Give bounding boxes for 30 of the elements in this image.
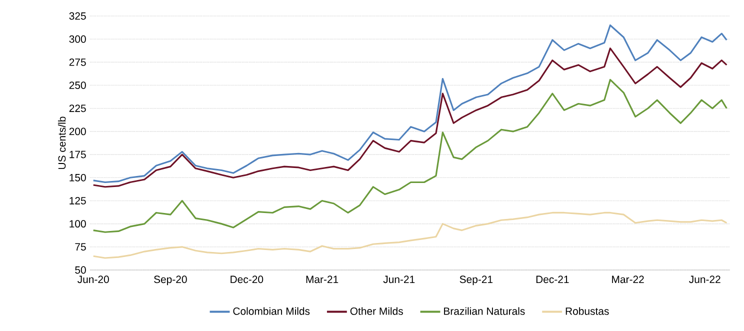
y-tick-label: 200 [69, 128, 86, 136]
y-tick-label: 75 [75, 243, 86, 251]
y-tick-label: 175 [70, 150, 86, 158]
legend-label: Colombian Milds [233, 307, 310, 315]
y-axis-title: US cents/lb [58, 116, 66, 169]
y-tick-label: 150 [70, 174, 86, 182]
y-tick-label: 325 [69, 12, 86, 20]
x-tick-label: Jun-22 [689, 276, 720, 284]
y-tick-label: 100 [70, 220, 86, 228]
x-tick-label: Jun-21 [383, 276, 415, 284]
line-series [92, 78, 728, 233]
line-series [92, 48, 728, 188]
y-tick-label: 225 [69, 104, 86, 112]
x-tick-label: Dec-21 [536, 276, 569, 284]
x-tick-label: Dec-20 [230, 276, 264, 284]
x-tick-label: Jun-20 [78, 276, 109, 284]
line-series [92, 212, 728, 259]
line-series [92, 24, 728, 184]
legend-label: Robustas [566, 307, 609, 315]
y-tick-label: 250 [69, 82, 86, 89]
x-tick-label: Sep-20 [154, 276, 187, 286]
y-tick-label: 300 [69, 35, 86, 43]
y-tick-label: 50 [75, 266, 86, 274]
y-tick-label: 125 [70, 197, 86, 204]
legend-label: Brazilian Naturals [444, 307, 525, 315]
y-tick-label: 275 [69, 58, 86, 66]
x-tick-label: Mar-21 [306, 276, 338, 284]
x-tick-label: Mar-22 [612, 276, 644, 284]
x-tick-label: Sep-21 [460, 276, 493, 286]
legend-label: Other Milds [350, 307, 403, 315]
